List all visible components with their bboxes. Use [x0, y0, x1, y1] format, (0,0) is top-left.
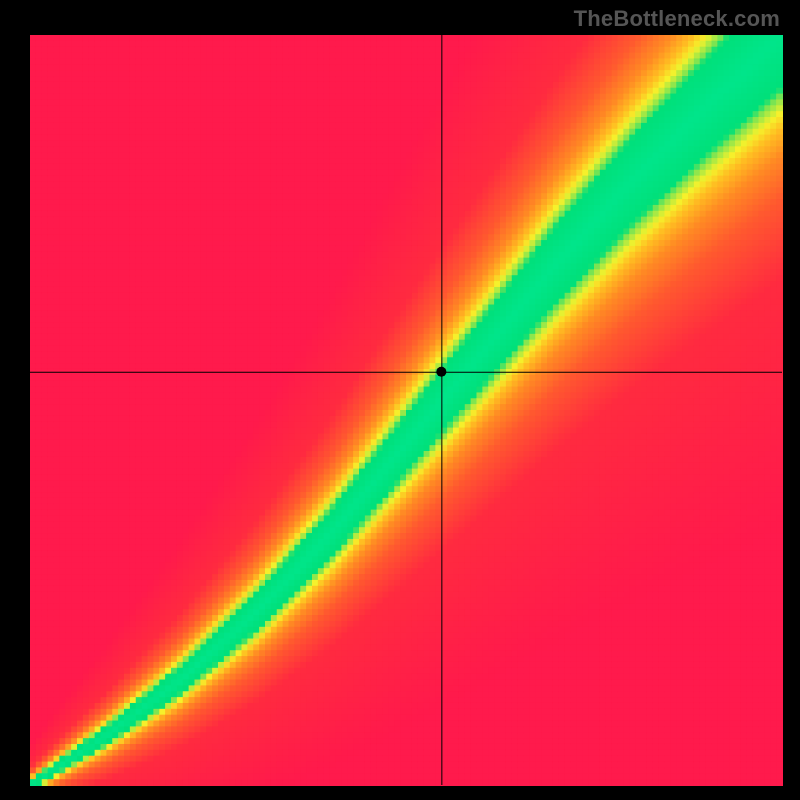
bottleneck-heatmap: [0, 0, 800, 800]
chart-container: TheBottleneck.com: [0, 0, 800, 800]
watermark-text: TheBottleneck.com: [574, 6, 780, 32]
